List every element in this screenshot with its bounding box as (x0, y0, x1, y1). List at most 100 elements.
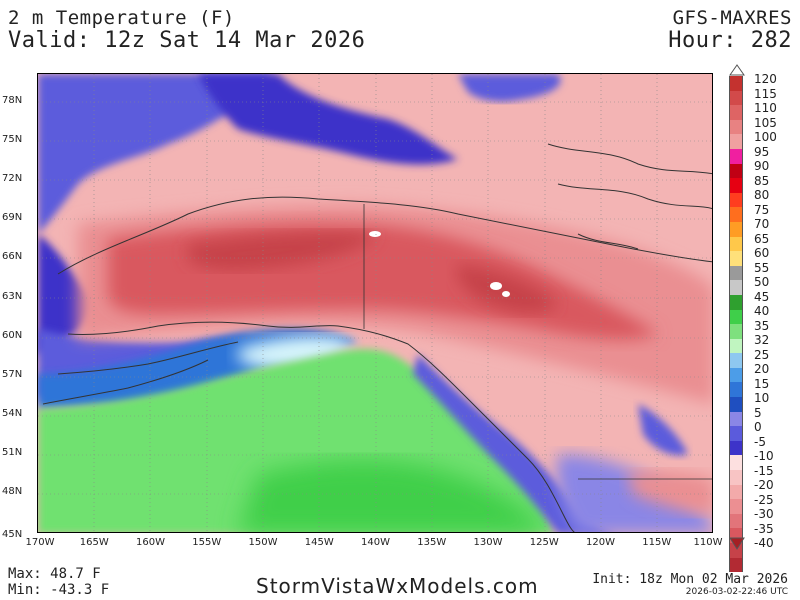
colorbar-swatch (729, 397, 743, 412)
colorbar-swatch (729, 455, 743, 471)
lat-label: 69N (2, 212, 23, 224)
colorbar-swatch (729, 280, 743, 295)
colorbar-label: 75 (754, 202, 770, 217)
bering-cold (38, 234, 91, 359)
lat-label: 51N (2, 446, 23, 458)
lat-label: 60N (2, 329, 23, 341)
colorbar-swatch (729, 543, 743, 558)
valid-time: Valid: 12z Sat 14 Mar 2026 (8, 28, 366, 53)
site-name: StormVistaWxModels.com (256, 574, 539, 598)
colorbar-swatch (729, 134, 743, 149)
colorbar-swatch (729, 207, 743, 222)
colorbar-swatch (729, 309, 743, 325)
lon-label: 155W (192, 537, 222, 548)
hot-spot-3 (502, 291, 510, 297)
colorbar-label: 0 (754, 420, 762, 434)
lon-label: 110W (693, 537, 723, 548)
colorbar-label: 40 (754, 304, 770, 318)
lat-label: 45N (2, 529, 23, 540)
colorbar-swatch (729, 338, 743, 354)
colorbar-label: 110 (754, 101, 777, 115)
map-title: 2 m Temperature (F) (8, 7, 235, 29)
colorbar-label: -10 (754, 449, 774, 463)
lon-label: 115W (642, 537, 672, 548)
init-time: Init: 18z Mon 02 Mar 2026 (592, 572, 788, 587)
lat-label: 54N (2, 407, 23, 419)
colorbar-label: 80 (754, 188, 770, 202)
colorbar-label: 100 (754, 130, 777, 144)
colorbar-label: -20 (754, 478, 774, 492)
colorbar-label: 15 (754, 376, 770, 391)
colorbar-label: 90 (754, 159, 770, 173)
model-name: GFS-MAXRES (672, 7, 792, 29)
colorbar-label: 35 (754, 318, 770, 333)
coastlines (42, 143, 712, 532)
colorbar-swatch (729, 426, 743, 441)
colorbar-swatch (729, 163, 743, 179)
lat-label: 66N (2, 251, 23, 263)
colorbar-swatch (729, 440, 743, 456)
timestamp: 2026-03-02-22:46 UTC (685, 587, 788, 597)
colorbar-label: 5 (754, 405, 762, 420)
colorbar-swatch (729, 294, 743, 310)
colorbar-swatch (729, 513, 743, 529)
colorbar-label: 85 (754, 173, 770, 188)
colorbar-swatch (729, 324, 743, 339)
hot-spot-1 (369, 231, 381, 237)
colorbar-swatch (729, 484, 743, 500)
colorbar-swatch (729, 557, 743, 573)
colorbar-label: 32 (754, 333, 770, 347)
warm-band-darkred (188, 232, 378, 271)
colorbar-swatch (729, 221, 743, 237)
colorbar-swatch (729, 382, 743, 398)
colorbar-label: -35 (754, 521, 774, 536)
lat-label: 78N (2, 95, 23, 106)
colorbar-label: -25 (754, 492, 774, 507)
colorbar-swatch (729, 411, 743, 427)
hot-spot-2 (490, 282, 502, 290)
arctic-cold-north (198, 74, 458, 165)
colorbar-label: 20 (754, 362, 770, 376)
colorbar-label: 65 (754, 231, 770, 246)
lat-label: 72N (2, 173, 23, 185)
colorbar-label: 60 (754, 246, 770, 260)
map-canvas (38, 74, 712, 532)
graticule (38, 74, 712, 532)
forecast-hour: Hour: 282 (668, 28, 792, 53)
colorbar-label: 25 (754, 347, 770, 362)
lon-label: 150W (248, 537, 278, 548)
lon-label: 140W (361, 537, 390, 548)
colorbar-swatch (729, 178, 743, 193)
southeast-pink (628, 471, 712, 514)
colorbar-label: 95 (754, 144, 770, 159)
lon-label: 125W (529, 537, 559, 548)
colorbar-swatch (729, 76, 743, 91)
colorbar-label: 120 (754, 72, 777, 86)
colorbar-label: -30 (754, 507, 774, 521)
colorbar-label: -15 (754, 463, 774, 478)
colorbar-label: -40 (754, 536, 774, 550)
arctic-cold-northeast (458, 74, 561, 102)
lon-label: 135W (417, 537, 447, 548)
colorbar-label: 70 (754, 217, 770, 231)
pacific-dark-green (238, 459, 547, 532)
colorbar-top-arrow (729, 64, 745, 76)
lon-label: 160W (136, 537, 165, 548)
colorbar-swatch (729, 105, 743, 120)
colorbar-label: 115 (754, 86, 777, 101)
lon-label: 170W (25, 537, 55, 548)
colorbar-label: 55 (754, 260, 770, 275)
colorbar-bottom-arrow (729, 537, 745, 550)
lat-label: 63N (2, 290, 23, 302)
max-value: Max: 48.7 F (8, 566, 101, 582)
colorbar-swatch (729, 148, 743, 164)
colorbar-swatch (729, 119, 743, 135)
colorbar-label: 105 (754, 115, 777, 130)
colorbar-swatch (729, 192, 743, 208)
min-value: Min: -43.3 F (8, 582, 110, 598)
interior-blue (638, 404, 688, 456)
colorbar (729, 76, 743, 573)
lon-label: 130W (473, 537, 503, 548)
warm-core-east (456, 264, 558, 314)
lat-label: 48N (2, 486, 23, 497)
